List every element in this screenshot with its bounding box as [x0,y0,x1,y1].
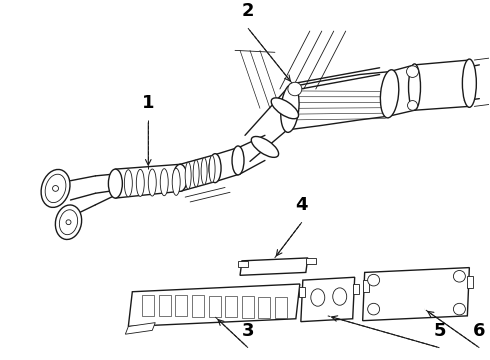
Bar [159,295,171,316]
Ellipse shape [124,170,132,197]
Ellipse shape [409,64,420,110]
Bar [225,296,237,317]
Bar [142,294,154,316]
Ellipse shape [209,156,215,183]
Bar [299,287,305,297]
Bar [175,295,187,316]
Polygon shape [301,277,355,321]
Ellipse shape [333,288,347,305]
Text: 1: 1 [142,94,154,112]
Ellipse shape [311,289,325,306]
Bar [275,297,287,318]
Ellipse shape [380,70,399,118]
Bar [467,276,473,288]
Bar [242,296,254,318]
Bar [258,297,270,318]
Ellipse shape [209,154,221,183]
Ellipse shape [368,274,380,286]
Text: 3: 3 [242,322,254,340]
Bar [363,280,368,292]
Bar [238,261,248,267]
Ellipse shape [45,174,66,203]
Ellipse shape [193,160,199,187]
Ellipse shape [172,168,180,195]
Ellipse shape [463,59,476,107]
Ellipse shape [288,82,302,96]
Bar [353,284,359,294]
Bar [209,296,221,317]
Ellipse shape [173,164,187,191]
Ellipse shape [453,270,465,282]
Ellipse shape [281,84,299,132]
Text: 2: 2 [242,3,254,21]
Polygon shape [128,284,300,327]
Ellipse shape [59,210,77,235]
Ellipse shape [148,169,156,196]
Polygon shape [125,323,155,334]
Ellipse shape [160,169,168,196]
Ellipse shape [271,98,298,119]
Polygon shape [240,258,308,275]
Ellipse shape [108,169,122,198]
Ellipse shape [136,169,144,197]
Text: 4: 4 [295,197,308,215]
Ellipse shape [185,162,191,189]
Ellipse shape [201,158,207,185]
Ellipse shape [55,205,82,239]
Text: 6: 6 [473,322,486,340]
Ellipse shape [408,100,417,110]
Text: 5: 5 [433,322,446,340]
Ellipse shape [368,303,380,315]
Bar [192,296,204,317]
Ellipse shape [232,146,244,175]
Bar [306,258,316,264]
Ellipse shape [453,303,465,315]
Polygon shape [363,267,469,321]
Ellipse shape [407,66,418,77]
Ellipse shape [66,220,71,225]
Ellipse shape [251,136,279,157]
Ellipse shape [41,170,70,207]
Ellipse shape [52,185,58,191]
